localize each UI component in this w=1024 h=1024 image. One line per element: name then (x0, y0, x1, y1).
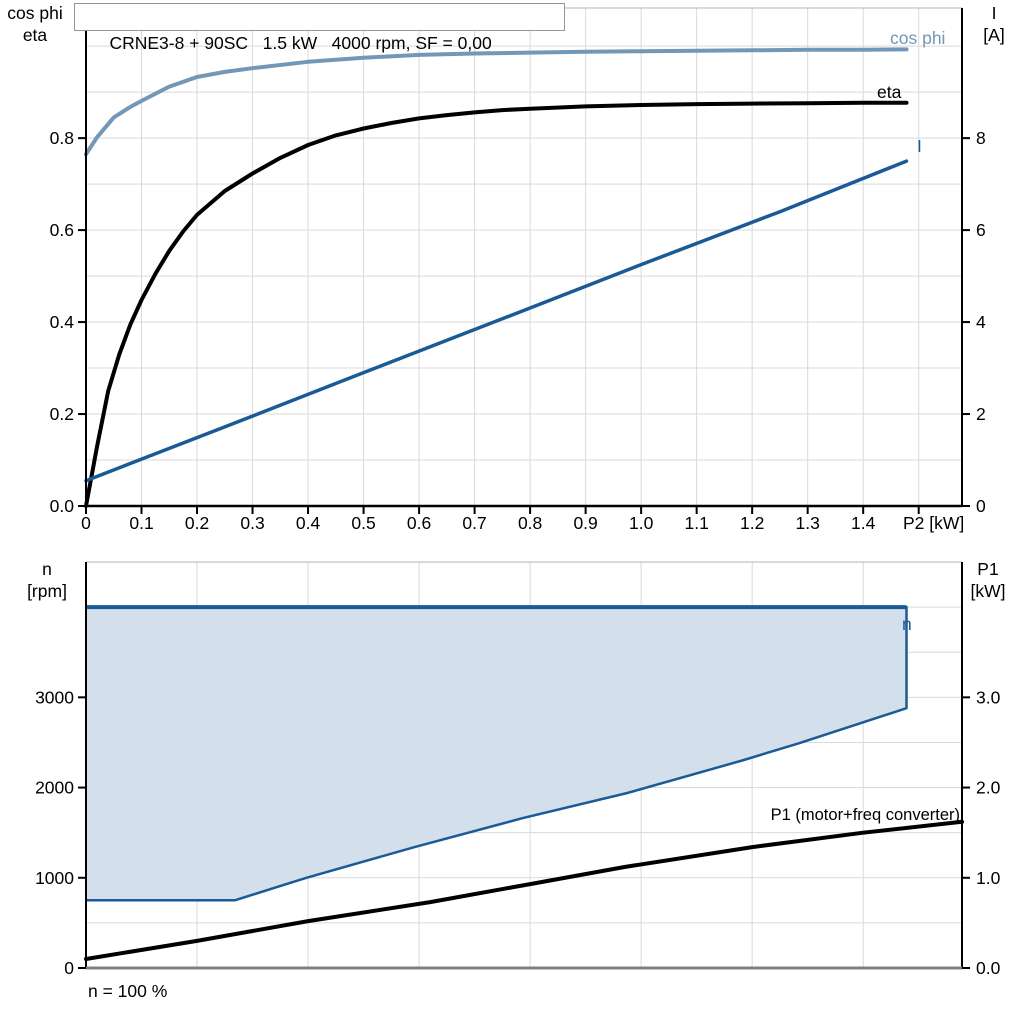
x-tick-label: 0.3 (240, 513, 264, 533)
x-tick-label: 1.1 (684, 513, 708, 533)
left-tick-label: 0 (64, 958, 74, 978)
x-tick-label: 0.9 (573, 513, 597, 533)
curve-label-eta: eta (877, 82, 902, 102)
right-tick-label: 0 (976, 496, 986, 516)
axis-caption-eta: eta (22, 25, 48, 45)
left-tick-label: 0.0 (50, 496, 75, 516)
right-tick-label: 3.0 (976, 687, 1001, 707)
x-tick-label: 0.5 (351, 513, 375, 533)
x-tick-label: 0.4 (296, 513, 321, 533)
right-tick-label: 1.0 (976, 868, 1001, 888)
right-tick-label: 4 (976, 312, 986, 332)
speed-footnote: n = 100 % (88, 981, 168, 1001)
x-tick-label: 0.1 (129, 513, 153, 533)
x-tick-label: 1.2 (740, 513, 764, 533)
x-tick-label: 0.6 (407, 513, 431, 533)
chart-title: CRNE3-8 + 90SC 1.5 kW 4000 rpm, SF = 0,0… (109, 33, 492, 53)
top-left-axis-caption: cos phi eta (0, 2, 70, 46)
axis-caption-p1-unit: [kW] (970, 581, 1006, 601)
x-tick-label: 0 (81, 513, 91, 533)
x-tick-label: 0.2 (185, 513, 209, 533)
curve-eta (84, 100, 909, 508)
chart-title-box: CRNE3-8 + 90SC 1.5 kW 4000 rpm, SF = 0,0… (74, 3, 565, 53)
axis-caption-p1: P1 (977, 559, 999, 579)
right-tick-label: 8 (976, 128, 986, 148)
curve-i (84, 159, 909, 483)
bottom-left-axis-caption: n [rpm] (12, 558, 82, 602)
speed-envelope-area (86, 607, 907, 901)
curve-label-cos-phi: cos phi (890, 28, 945, 48)
axis-caption-current: I (991, 3, 997, 23)
left-tick-label: 0.4 (50, 312, 75, 332)
axis-caption-speed: n (42, 559, 52, 579)
axis-caption-speed-unit: [rpm] (27, 581, 67, 601)
top-right-axis-caption: I [A] (966, 2, 1022, 46)
right-tick-label: 2.0 (976, 778, 1001, 798)
left-tick-label: 3000 (35, 687, 74, 707)
speed-envelope-outline (86, 605, 908, 902)
bottom-right-axis-caption: P1 [kW] (956, 558, 1020, 602)
curve-label-n: n (902, 614, 912, 634)
curve-label-i: I (917, 136, 922, 156)
x-tick-label: 1.4 (851, 513, 876, 533)
left-tick-label: 0.8 (50, 128, 74, 148)
right-tick-label: 6 (976, 220, 986, 240)
right-tick-label: 0.0 (976, 958, 1001, 978)
left-tick-label: 1000 (35, 868, 74, 888)
x-tick-label: 1.0 (629, 513, 654, 533)
axis-caption-current-unit: [A] (983, 25, 1005, 45)
curve-p1 (84, 819, 964, 961)
axis-caption-cos-phi: cos phi (7, 3, 63, 23)
left-tick-label: 2000 (35, 778, 74, 798)
x-axis-label: P2 [kW] (903, 513, 964, 533)
left-tick-label: 0.6 (50, 220, 74, 240)
curve-label-p1: P1 (motor+freq converter) (771, 806, 960, 824)
x-tick-label: 0.7 (462, 513, 486, 533)
right-tick-label: 2 (976, 404, 986, 424)
left-tick-label: 0.2 (50, 404, 74, 424)
x-tick-label: 1.3 (796, 513, 820, 533)
curve-cos-phi (84, 47, 909, 157)
x-tick-label: 0.8 (518, 513, 542, 533)
